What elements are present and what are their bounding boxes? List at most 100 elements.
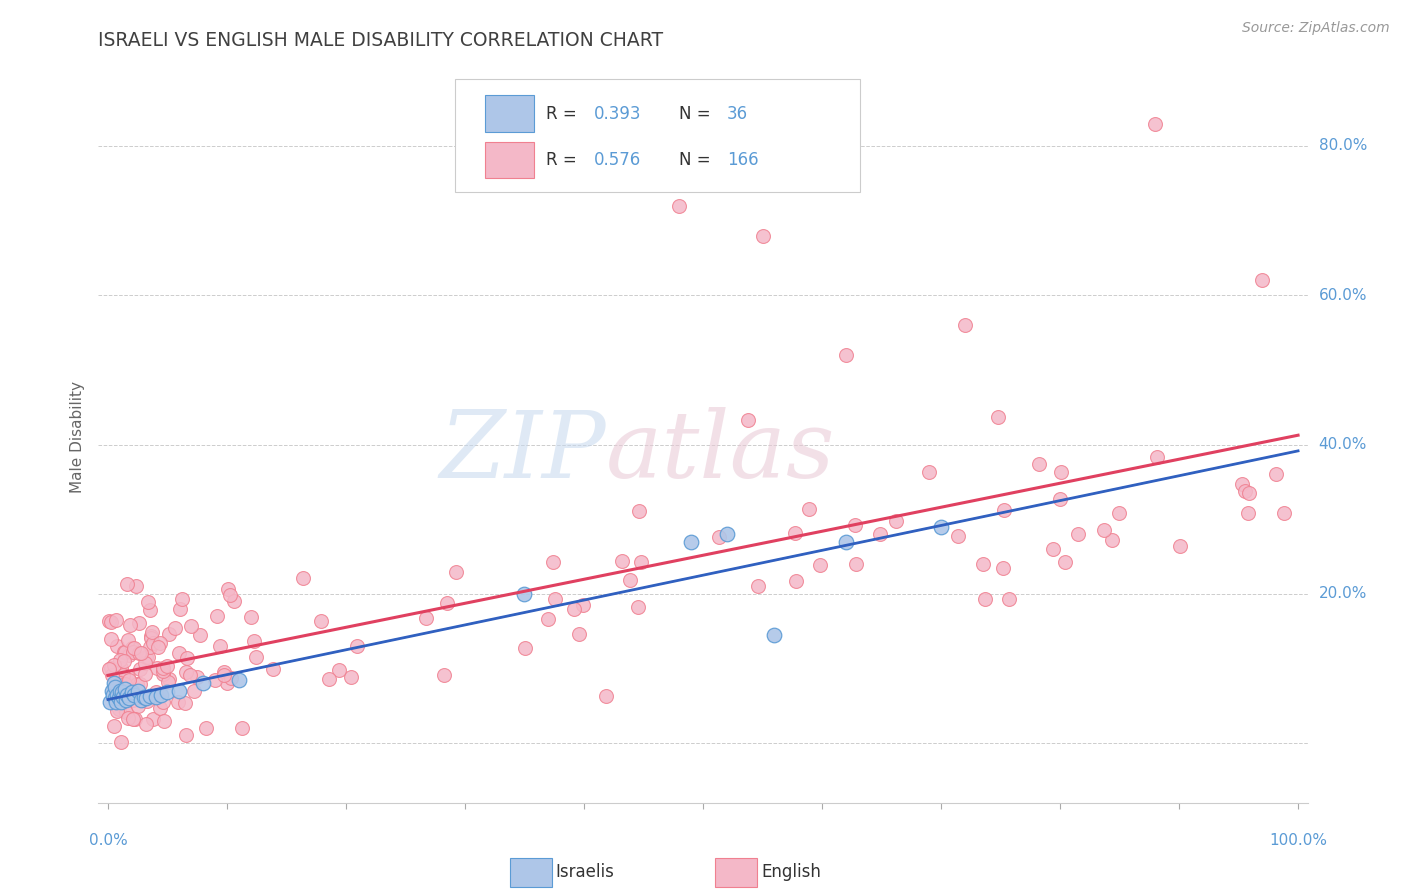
Point — [619, 573, 641, 587]
Point — [808, 558, 831, 572]
Text: 80.0%: 80.0% — [1319, 138, 1367, 153]
Point — [835, 348, 858, 362]
Point — [1237, 506, 1260, 520]
Point — [149, 701, 172, 715]
Point — [117, 710, 139, 724]
Point — [121, 640, 143, 655]
Point — [128, 646, 150, 660]
Point — [135, 649, 157, 664]
Point — [630, 555, 652, 569]
Point — [145, 690, 167, 704]
Point — [513, 641, 536, 656]
Point — [118, 648, 141, 663]
Text: Source: ZipAtlas.com: Source: ZipAtlas.com — [1241, 21, 1389, 36]
Point — [1239, 486, 1261, 500]
Point — [681, 534, 703, 549]
Text: 0.0%: 0.0% — [89, 833, 128, 848]
Point — [139, 631, 162, 645]
Point — [785, 526, 807, 541]
Point — [987, 409, 1010, 424]
Point — [544, 591, 567, 606]
Point — [228, 673, 250, 687]
Point — [167, 695, 190, 709]
Point — [240, 610, 263, 624]
Point — [125, 579, 148, 593]
Point — [117, 670, 139, 684]
Point — [1168, 539, 1191, 553]
Point — [105, 613, 128, 627]
Point — [1092, 523, 1115, 537]
Point — [127, 683, 149, 698]
Point — [135, 691, 157, 706]
Point — [107, 691, 129, 706]
Point — [217, 676, 239, 690]
Point — [125, 677, 148, 691]
Point — [104, 680, 127, 694]
Point — [262, 662, 284, 676]
Point — [186, 670, 208, 684]
Point — [107, 688, 129, 702]
Point — [737, 413, 759, 427]
Point — [174, 665, 197, 680]
Point — [218, 582, 240, 596]
Point — [1230, 477, 1253, 491]
Point — [100, 683, 122, 698]
Point — [114, 693, 136, 707]
Point — [134, 656, 156, 670]
Text: 0.393: 0.393 — [595, 104, 641, 122]
Point — [112, 667, 135, 681]
Point — [1264, 467, 1286, 481]
Point — [152, 660, 174, 674]
Point — [146, 661, 169, 675]
Point — [1251, 273, 1274, 287]
Point — [797, 502, 820, 516]
Point — [751, 228, 773, 243]
Point — [309, 614, 332, 628]
Point — [627, 600, 650, 615]
Point — [845, 557, 868, 571]
Point — [997, 592, 1019, 607]
Point — [136, 595, 159, 609]
Point — [129, 662, 152, 676]
Text: 36: 36 — [727, 104, 748, 122]
Point — [111, 685, 134, 699]
Point — [152, 664, 174, 678]
Point — [110, 661, 132, 675]
Point — [884, 514, 907, 528]
Point — [117, 678, 139, 692]
Point — [1272, 507, 1295, 521]
Point — [125, 690, 148, 704]
Point — [98, 615, 121, 629]
Point — [122, 640, 145, 655]
Point — [136, 649, 159, 664]
Point — [122, 692, 145, 706]
Point — [100, 632, 122, 646]
Point — [157, 672, 180, 686]
Point — [156, 674, 179, 689]
Text: ZIP: ZIP — [440, 407, 606, 497]
Point — [195, 721, 218, 735]
Point — [132, 690, 155, 704]
Point — [155, 658, 177, 673]
Point — [114, 703, 136, 717]
Point — [205, 608, 228, 623]
Point — [135, 694, 157, 708]
Point — [1108, 506, 1130, 520]
Point — [149, 636, 172, 650]
Text: Israelis: Israelis — [555, 863, 614, 881]
Point — [103, 676, 125, 690]
Point — [572, 599, 595, 613]
Point — [1101, 533, 1123, 547]
Point — [219, 671, 242, 685]
Point — [176, 651, 198, 665]
Point — [114, 682, 136, 697]
Point — [991, 561, 1014, 575]
Point — [142, 712, 165, 726]
Point — [212, 665, 235, 679]
Point — [174, 696, 197, 710]
Point — [139, 629, 162, 643]
Point — [180, 619, 202, 633]
Point — [208, 639, 231, 653]
Point — [974, 592, 997, 607]
Point — [157, 626, 180, 640]
